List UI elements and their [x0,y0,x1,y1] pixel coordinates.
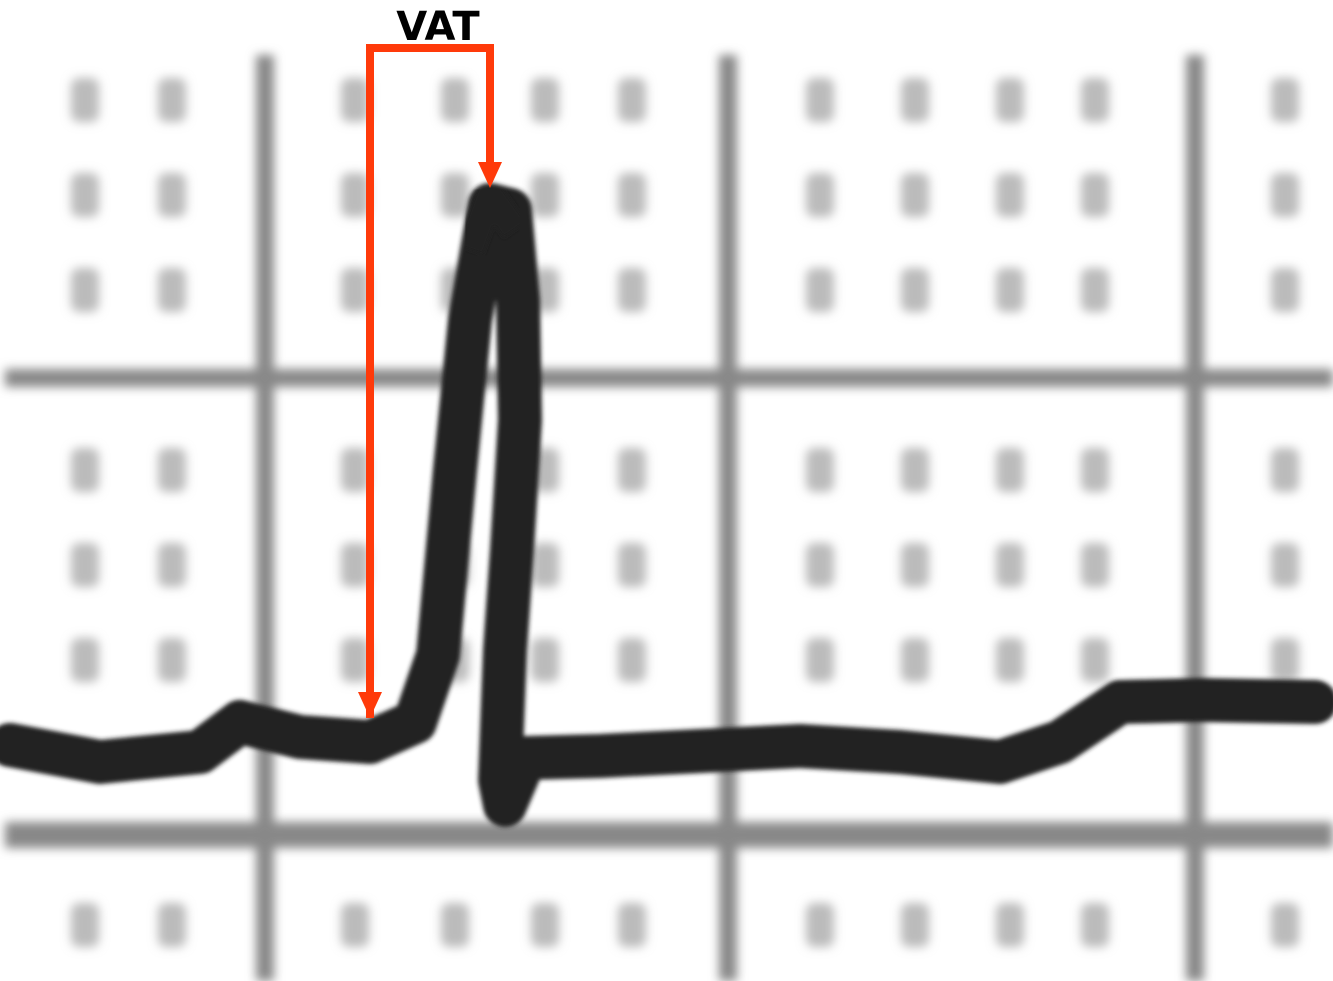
grid-dot [71,268,99,312]
grid-dot [618,173,646,217]
grid-dot [618,268,646,312]
grid-dot [996,543,1024,587]
grid-dot [158,78,186,122]
grid-dot [71,78,99,122]
grid-dot [158,543,186,587]
grid-dot [441,903,469,947]
arrow-head [358,692,382,718]
grid-dot [341,78,369,122]
grid-dot [71,638,99,682]
grid-dot [901,448,929,492]
ecg-figure: VAT [0,0,1333,981]
grid-dot [341,903,369,947]
major-grid-lines [5,55,1333,981]
grid-dot [1081,78,1109,122]
grid-dot [71,173,99,217]
grid-dot [901,543,929,587]
grid-dot [806,543,834,587]
grid-dot [158,638,186,682]
grid-dot [1271,78,1299,122]
grid-dot [531,173,559,217]
ecg-trace [10,205,1315,805]
grid-dot [441,173,469,217]
grid-dot [71,448,99,492]
grid-dot [441,78,469,122]
grid-dot [1081,903,1109,947]
grid-dot [531,903,559,947]
grid-dot [996,448,1024,492]
vat-label: VAT [396,4,480,50]
grid-dot [1081,448,1109,492]
grid-dot [1081,173,1109,217]
grid-dot [618,638,646,682]
ecg-grid [71,78,1299,947]
grid-dot [341,173,369,217]
grid-dot [1271,638,1299,682]
grid-dot [341,448,369,492]
grid-dot [71,543,99,587]
grid-dot [341,543,369,587]
grid-dot [1081,543,1109,587]
grid-dot [901,78,929,122]
grid-dot [901,638,929,682]
grid-dot [618,543,646,587]
grid-dot [806,638,834,682]
grid-dot [1271,903,1299,947]
grid-dot [158,903,186,947]
grid-dot [806,448,834,492]
grid-dot [1271,173,1299,217]
grid-dot [806,903,834,947]
grid-dot [341,268,369,312]
grid-dot [71,903,99,947]
grid-dot [531,638,559,682]
grid-dot [158,173,186,217]
grid-dot [901,268,929,312]
grid-dot [158,268,186,312]
grid-dot [1271,268,1299,312]
grid-dot [996,903,1024,947]
grid-dot [1081,268,1109,312]
grid-dot [531,78,559,122]
grid-dot [1081,638,1109,682]
grid-dot [1271,543,1299,587]
grid-dot [618,448,646,492]
grid-dot [1271,448,1299,492]
grid-dot [996,638,1024,682]
grid-dot [158,448,186,492]
grid-dot [531,543,559,587]
grid-dot [806,268,834,312]
grid-dot [618,903,646,947]
grid-dot [901,173,929,217]
grid-dot [806,173,834,217]
grid-dot [996,173,1024,217]
grid-dot [996,78,1024,122]
grid-dot [618,78,646,122]
grid-dot [901,903,929,947]
grid-dot [341,638,369,682]
grid-dot [806,78,834,122]
grid-dot [996,268,1024,312]
